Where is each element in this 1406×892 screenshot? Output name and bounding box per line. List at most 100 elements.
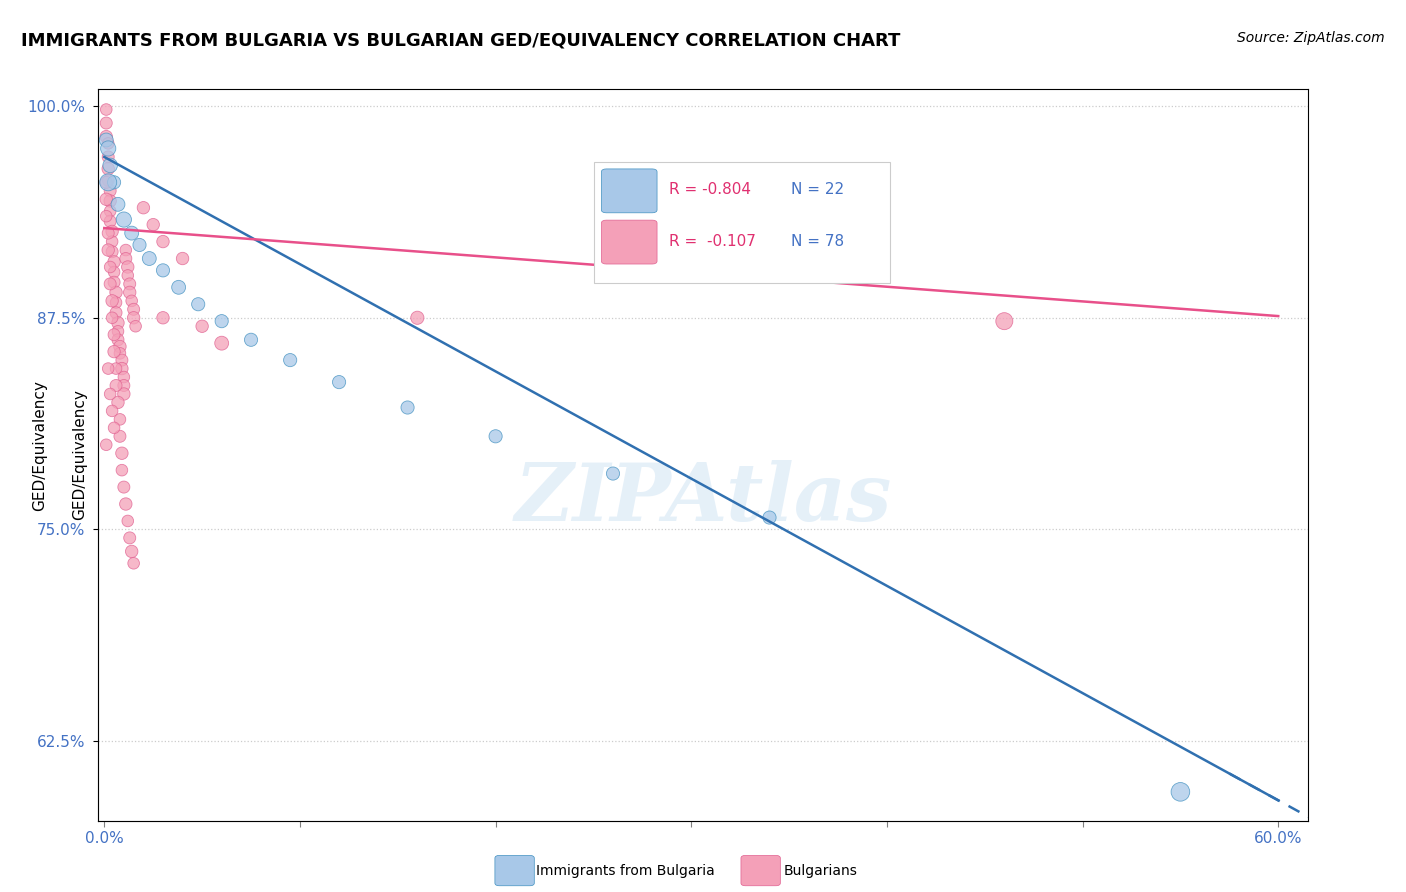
Point xyxy=(122,556,145,570)
Point xyxy=(105,285,128,300)
Point xyxy=(121,226,143,240)
Point xyxy=(96,129,118,144)
Point xyxy=(111,463,134,477)
Point xyxy=(112,212,135,227)
Point xyxy=(108,429,131,443)
Text: R =  -0.107: R = -0.107 xyxy=(669,234,756,249)
Point xyxy=(107,316,129,330)
Point xyxy=(111,361,134,376)
Point xyxy=(112,378,135,392)
Point xyxy=(396,401,419,415)
Point xyxy=(105,361,128,376)
Point xyxy=(142,218,165,232)
Point xyxy=(118,285,141,300)
Point xyxy=(101,244,124,259)
Point xyxy=(96,192,118,206)
Text: Immigrants from Bulgaria: Immigrants from Bulgaria xyxy=(536,863,714,878)
Point xyxy=(97,161,120,176)
Text: Source: ZipAtlas.com: Source: ZipAtlas.com xyxy=(1237,31,1385,45)
Point xyxy=(111,446,134,460)
Point xyxy=(993,314,1015,328)
Point xyxy=(98,277,121,291)
Point xyxy=(138,252,160,266)
Point xyxy=(122,302,145,317)
Point xyxy=(98,260,121,274)
Point xyxy=(112,387,135,401)
Point xyxy=(108,346,131,360)
Point xyxy=(96,175,118,189)
Point xyxy=(121,293,143,308)
Point xyxy=(105,378,128,392)
Point xyxy=(108,340,131,354)
Point xyxy=(211,336,233,351)
Point xyxy=(96,103,118,117)
Point xyxy=(103,344,125,359)
Point xyxy=(101,224,124,238)
Point xyxy=(98,184,121,198)
Point xyxy=(152,310,174,325)
Point xyxy=(101,293,124,308)
Point xyxy=(132,201,155,215)
Point xyxy=(101,235,124,249)
Point xyxy=(121,544,143,558)
Point xyxy=(98,214,121,228)
Text: N = 22: N = 22 xyxy=(792,182,845,197)
Point xyxy=(117,260,139,274)
Point xyxy=(107,324,129,338)
Point xyxy=(111,353,134,368)
Point xyxy=(103,265,125,279)
Text: ZIPAtlas: ZIPAtlas xyxy=(515,460,891,538)
Point xyxy=(172,252,194,266)
Point xyxy=(98,158,121,172)
Point xyxy=(97,226,120,240)
Text: GED/Equivalency: GED/Equivalency xyxy=(32,381,46,511)
Point xyxy=(124,319,146,334)
Point xyxy=(103,421,125,435)
Point xyxy=(107,333,129,347)
Point xyxy=(98,387,121,401)
Point xyxy=(117,268,139,283)
Point xyxy=(103,255,125,269)
Point xyxy=(105,295,128,310)
Point xyxy=(211,314,233,328)
FancyBboxPatch shape xyxy=(602,220,657,264)
Point xyxy=(101,404,124,418)
Point xyxy=(97,173,120,187)
Point xyxy=(112,370,135,384)
Point xyxy=(128,238,150,252)
Text: R = -0.804: R = -0.804 xyxy=(669,182,751,197)
Point xyxy=(240,333,263,347)
Point xyxy=(103,275,125,289)
Point xyxy=(103,327,125,342)
Point xyxy=(97,361,120,376)
Point xyxy=(152,235,174,249)
Text: IMMIGRANTS FROM BULGARIA VS BULGARIAN GED/EQUIVALENCY CORRELATION CHART: IMMIGRANTS FROM BULGARIA VS BULGARIAN GE… xyxy=(21,31,900,49)
Point xyxy=(107,395,129,409)
Point xyxy=(105,306,128,320)
Point xyxy=(114,243,136,257)
Point xyxy=(118,531,141,545)
Point xyxy=(484,429,506,443)
Point xyxy=(97,243,120,257)
Point xyxy=(108,412,131,426)
Point xyxy=(98,194,121,208)
Point xyxy=(98,204,121,219)
Point xyxy=(112,480,135,494)
Point xyxy=(758,510,780,524)
Point xyxy=(107,197,129,211)
FancyBboxPatch shape xyxy=(595,162,890,283)
Point xyxy=(328,375,350,389)
Point xyxy=(278,353,301,368)
FancyBboxPatch shape xyxy=(602,169,657,213)
Point xyxy=(96,116,118,130)
Point xyxy=(97,175,120,189)
Point xyxy=(191,319,214,334)
Text: Bulgarians: Bulgarians xyxy=(783,863,858,878)
Point xyxy=(114,497,136,511)
Point xyxy=(122,310,145,325)
Point xyxy=(96,133,118,147)
Point xyxy=(167,280,190,294)
Point xyxy=(1170,785,1192,799)
Point xyxy=(602,467,624,481)
Text: N = 78: N = 78 xyxy=(792,234,845,249)
